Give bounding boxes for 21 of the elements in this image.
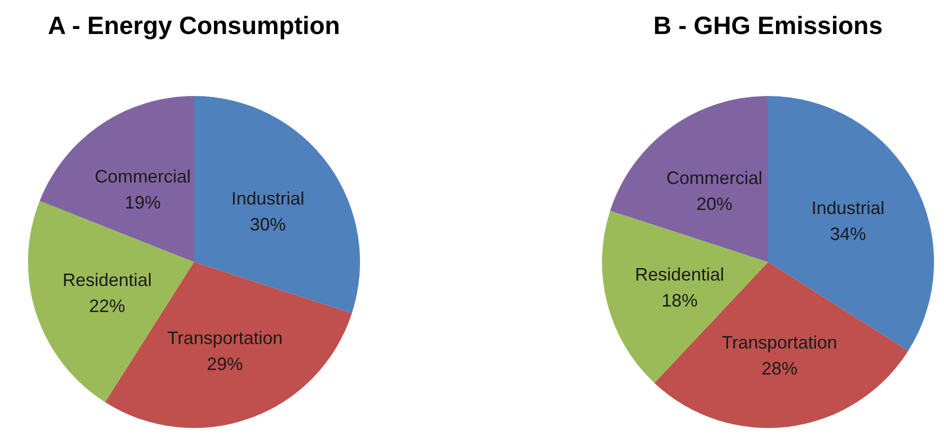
data-label: 20% bbox=[696, 194, 732, 214]
data-label: 28% bbox=[761, 358, 798, 379]
slice-label: Residential bbox=[635, 264, 724, 285]
slice-label: Transportation bbox=[722, 332, 838, 353]
pie-slice bbox=[610, 96, 768, 262]
data-label: 19% bbox=[124, 192, 161, 212]
chart-title: B - GHG Emissions bbox=[653, 12, 883, 40]
data-label: 34% bbox=[830, 224, 866, 244]
data-label: 30% bbox=[250, 214, 286, 234]
slice-label: Transportation bbox=[167, 328, 283, 348]
slice-label: Industrial bbox=[811, 198, 885, 218]
slice-label: Commercial bbox=[94, 166, 191, 186]
data-label: 29% bbox=[206, 354, 243, 374]
slice-label: Residential bbox=[62, 270, 152, 290]
data-label: 18% bbox=[662, 290, 698, 311]
pie-slice bbox=[40, 96, 194, 262]
pie-slice bbox=[194, 96, 360, 314]
slice-label: Industrial bbox=[231, 188, 304, 208]
chart-title: A - Energy Consumption bbox=[48, 12, 340, 40]
data-label: 22% bbox=[89, 296, 126, 316]
slice-label: Commercial bbox=[666, 168, 762, 188]
